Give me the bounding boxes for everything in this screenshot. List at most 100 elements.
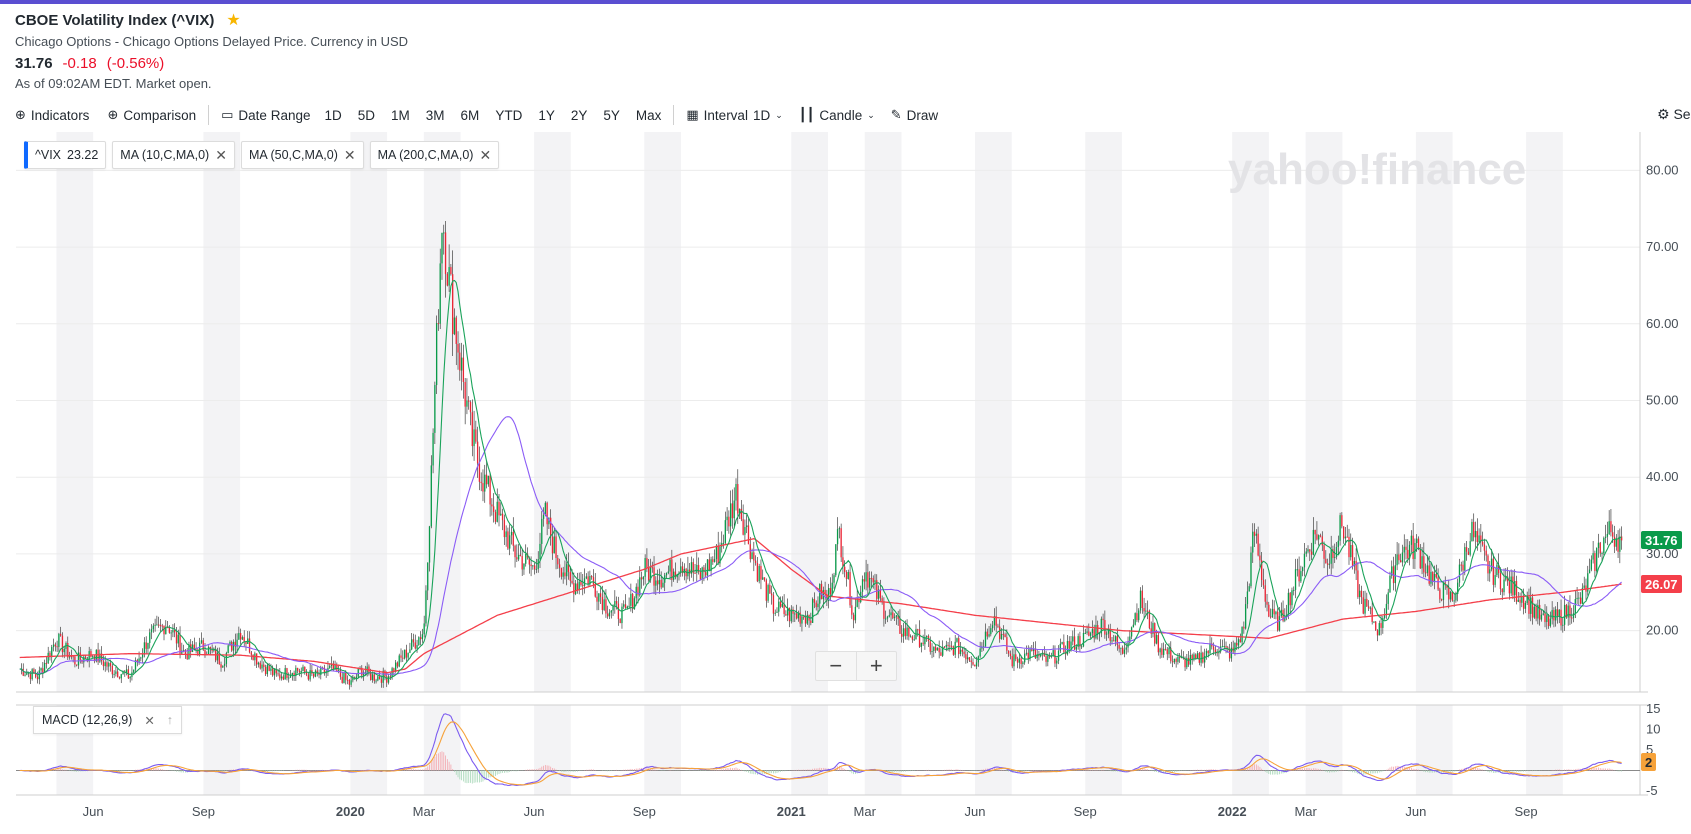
close-icon[interactable]: ✕ <box>479 146 492 163</box>
candle-body <box>1170 648 1172 662</box>
interval-button[interactable]: ▦ Interval 1D ⌄ <box>686 107 782 123</box>
month-band <box>644 705 682 795</box>
candle-body <box>719 546 721 564</box>
candle-body <box>494 512 497 522</box>
candle-body <box>599 593 602 597</box>
candle-body <box>1506 576 1509 582</box>
candle-body <box>1000 633 1003 640</box>
range-5y[interactable]: 5Y <box>603 107 620 123</box>
candle-body <box>633 598 636 610</box>
range-5d[interactable]: 5D <box>357 107 376 123</box>
range-1d[interactable]: 1D <box>324 107 342 123</box>
candle-body <box>165 627 167 635</box>
settings-label: Se <box>1673 106 1691 122</box>
candle-body <box>1612 532 1614 537</box>
range-2y[interactable]: 2Y <box>570 107 588 123</box>
candle-body <box>1389 575 1391 593</box>
candle-body <box>863 579 865 582</box>
settings-button[interactable]: ⚙ Se <box>1657 106 1691 123</box>
candle-body <box>1113 640 1115 642</box>
ma10-chip[interactable]: MA (10,C,MA,0) ✕ <box>112 141 235 169</box>
candle-body <box>418 637 420 645</box>
chart-type-button[interactable]: ┃┃ Candle ⌄ <box>799 107 875 123</box>
ma50-chip[interactable]: MA (50,C,MA,0) ✕ <box>240 141 364 169</box>
close-icon[interactable]: ✕ <box>144 713 155 728</box>
candle-body <box>936 647 939 651</box>
range-1m[interactable]: 1M <box>391 107 410 123</box>
candle-body <box>836 529 839 545</box>
zoom-out-button[interactable]: − <box>816 652 857 680</box>
candle-body <box>1407 549 1409 559</box>
candle-body <box>767 585 769 601</box>
candle-body <box>236 639 238 647</box>
candle-body <box>446 274 449 286</box>
candle-body <box>239 632 242 640</box>
draw-label: Draw <box>906 107 939 123</box>
x-tick-label: Mar <box>413 804 436 819</box>
candle-body <box>746 525 748 528</box>
candle-body <box>1040 654 1042 657</box>
candle-body <box>298 670 301 673</box>
candle-body <box>213 649 215 651</box>
candle-body <box>400 655 402 658</box>
draw-button[interactable]: ✎ Draw <box>891 107 938 123</box>
candle-body <box>466 400 468 407</box>
candle-body <box>995 616 997 626</box>
range-3m[interactable]: 3M <box>425 107 445 123</box>
candle-body <box>560 568 563 577</box>
zoom-in-button[interactable]: + <box>869 653 883 678</box>
date-range-button[interactable]: ▭ Date Range <box>221 107 310 123</box>
candle-body <box>1009 653 1012 657</box>
close-icon[interactable]: ✕ <box>215 146 227 163</box>
candle-body <box>117 671 119 678</box>
candle-body <box>947 644 949 646</box>
candle-body <box>1278 616 1281 631</box>
ma200-chip[interactable]: MA (200,C,MA,0) ✕ <box>369 141 500 169</box>
macd-chip[interactable]: MACD (12,26,9) ✕ ↑ <box>33 706 183 734</box>
candle-body <box>115 671 117 674</box>
candle-body <box>1125 647 1127 650</box>
macd-chip-label: MACD (12,26,9) <box>42 713 133 727</box>
candle-body <box>414 642 416 649</box>
comparison-button[interactable]: ⊕ Comparison <box>107 107 196 123</box>
month-band <box>974 132 1012 692</box>
candle-body <box>1034 649 1037 659</box>
candle-body <box>1316 534 1318 540</box>
candle-body <box>963 651 965 655</box>
star-icon[interactable]: ★ <box>226 12 241 29</box>
candle-body <box>1200 652 1202 663</box>
last-price: 31.76 <box>15 55 53 72</box>
range-6m[interactable]: 6M <box>460 107 480 123</box>
candle-body <box>943 646 946 648</box>
month-band <box>1232 132 1269 692</box>
candle-body <box>1590 559 1593 570</box>
candle-body <box>1519 599 1521 603</box>
candle-body <box>833 575 835 583</box>
candle-body <box>621 606 623 624</box>
candle-body <box>1011 656 1013 667</box>
candle-body <box>1024 653 1026 663</box>
candle-body <box>539 543 541 560</box>
candle-body <box>1234 642 1236 652</box>
candle-body <box>500 513 502 516</box>
candle-body <box>348 680 350 685</box>
vix-chip[interactable]: ^VIX 23.22 <box>24 141 107 169</box>
candle-body <box>318 672 320 675</box>
range-ytd[interactable]: YTD <box>495 107 523 123</box>
candle-body <box>1558 609 1560 616</box>
range-1y[interactable]: 1Y <box>538 107 555 123</box>
candle-body <box>270 668 272 671</box>
candle-body <box>1571 617 1573 619</box>
close-icon[interactable]: ✕ <box>343 146 356 163</box>
candle-body <box>491 504 493 507</box>
indicators-button[interactable]: ⊕ Indicators <box>15 107 89 123</box>
candle-body <box>35 673 37 677</box>
candle-body <box>362 672 365 676</box>
arrow-up-icon[interactable]: ↑ <box>166 713 174 727</box>
candle-body <box>1179 656 1181 658</box>
range-max[interactable]: Max <box>635 107 662 123</box>
candle-body <box>1579 597 1582 604</box>
candle-body <box>1455 594 1457 601</box>
candle-body <box>770 593 773 596</box>
